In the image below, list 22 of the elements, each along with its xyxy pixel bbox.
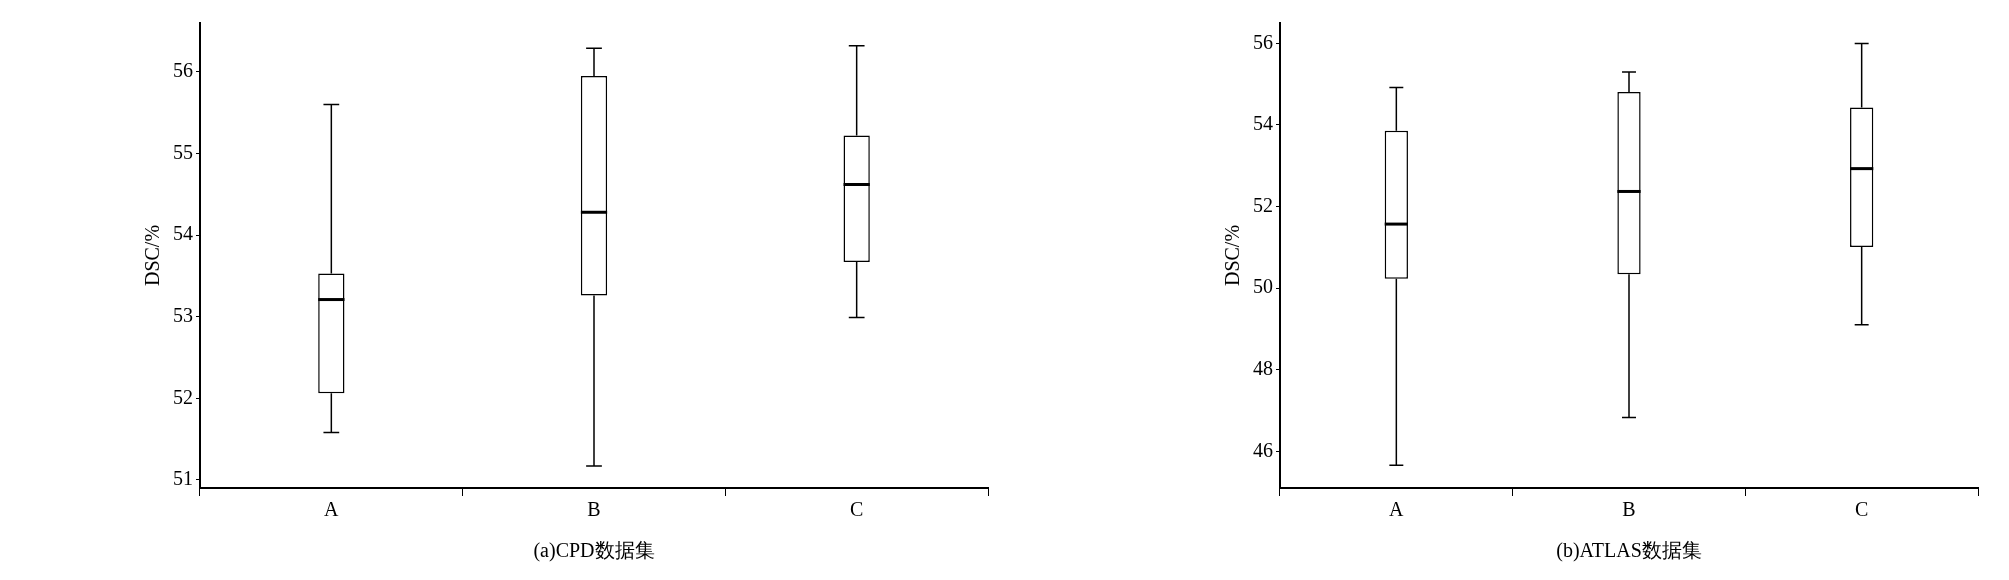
x-tick-label: B: [587, 498, 601, 521]
y-axis-title: DSC/%: [1221, 224, 1244, 287]
x-tick-label: B: [1622, 498, 1636, 521]
y-tick-label: 46: [1253, 438, 1273, 461]
y-tick-label: 56: [1253, 30, 1273, 53]
y-tick-label: 52: [173, 385, 193, 408]
y-tick-label: 54: [1253, 112, 1273, 135]
x-tick-label: A: [1389, 498, 1405, 521]
y-tick-label: 54: [173, 222, 193, 245]
x-axis-title: (a)CPD数据集: [533, 539, 655, 563]
y-tick-label: 48: [1253, 356, 1273, 379]
x-tick-label: C: [1854, 498, 1869, 521]
y-tick-label: 51: [173, 467, 193, 490]
x-tick-label: A: [324, 498, 340, 521]
y-tick-label: 55: [173, 140, 193, 163]
y-tick-label: 50: [1253, 275, 1273, 298]
y-tick-label: 53: [173, 303, 193, 326]
y-tick-label: 52: [1253, 193, 1273, 216]
x-axis-title: (b)ATLAS数据集: [1556, 539, 1702, 563]
y-tick-label: 56: [173, 59, 193, 82]
x-tick-label: C: [849, 498, 864, 521]
y-axis-title: DSC/%: [141, 224, 164, 287]
